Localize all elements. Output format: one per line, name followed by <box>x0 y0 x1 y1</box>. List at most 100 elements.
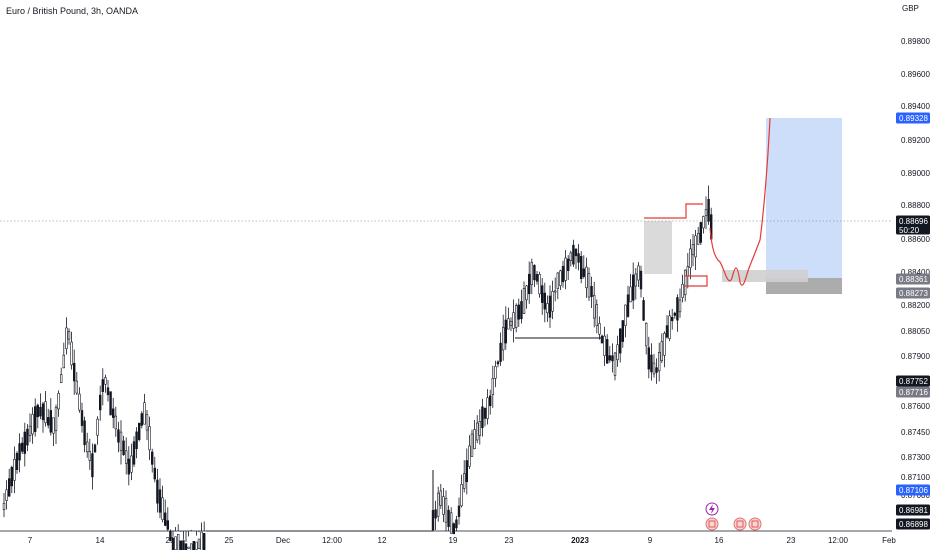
candle-body <box>548 295 552 318</box>
y-tick-label: 0.87100 <box>901 473 930 482</box>
candle-body <box>553 290 557 293</box>
candle-body <box>436 492 440 517</box>
candle-body <box>509 320 513 326</box>
y-tick-label: 0.89200 <box>901 136 930 145</box>
candle-body <box>39 406 42 417</box>
candle-body <box>598 323 601 335</box>
price-tag[interactable] <box>896 112 930 124</box>
candle-body <box>164 512 167 526</box>
price-tag[interactable] <box>896 273 930 285</box>
y-tick-label: 0.88600 <box>901 235 930 244</box>
x-tick-label: Dec <box>276 536 290 545</box>
price-axis[interactable]: 0.89800 0.89600 0.89400 0.89200 0.89000 0.888… <box>901 37 930 500</box>
countdown-label: 50:20 <box>899 226 920 235</box>
candle-body <box>135 431 138 449</box>
candle-body <box>538 274 541 295</box>
y-tick-label: 0.89600 <box>901 70 930 79</box>
candle-body <box>444 498 448 523</box>
calendar-event-icon[interactable] <box>705 517 719 531</box>
y-tick-label: 0.89800 <box>901 37 930 46</box>
x-tick-label: 16 <box>715 536 724 545</box>
candle-body <box>18 443 21 461</box>
price-tag[interactable] <box>896 287 930 299</box>
candle-body <box>41 403 45 421</box>
red-support-bracket[interactable] <box>684 275 708 287</box>
projection-path[interactable] <box>709 117 771 286</box>
y-tick-label: 0.87600 <box>901 402 930 411</box>
candle-body <box>177 533 180 550</box>
y-tick-label: 0.89000 <box>901 169 930 178</box>
candle-body <box>151 451 154 465</box>
candle-body <box>96 418 99 436</box>
candle-body <box>449 512 453 534</box>
candle-body <box>639 270 643 290</box>
candle-body <box>132 441 136 465</box>
candle-body <box>530 262 534 285</box>
price-tag[interactable] <box>896 375 930 387</box>
price-tag-label: 0.86981 <box>899 506 928 515</box>
candle-body <box>559 270 562 287</box>
candle-body <box>452 523 455 535</box>
supply-zone[interactable] <box>644 221 672 274</box>
price-tag-label: 0.88273 <box>899 289 928 298</box>
candle-body <box>491 378 494 395</box>
annotations <box>515 117 771 339</box>
chart-title: Euro / British Pound, 3h, OANDA <box>6 6 138 16</box>
candle-body <box>694 235 697 258</box>
candle-body <box>99 394 102 411</box>
price-tag[interactable] <box>896 215 930 235</box>
candle-body <box>642 300 645 321</box>
candle-body <box>481 406 484 429</box>
candle-body <box>681 283 684 298</box>
candle-body <box>158 489 162 513</box>
target-zone[interactable] <box>766 118 842 278</box>
candle-body <box>184 543 188 550</box>
candle-body <box>670 316 674 322</box>
candle-body <box>683 269 687 296</box>
calendar-event-icon[interactable] <box>748 517 762 531</box>
x-tick-label: 12 <box>378 536 387 545</box>
candle-body <box>169 531 172 542</box>
candle-body <box>517 304 521 320</box>
candle-body <box>678 299 682 313</box>
candle-body <box>166 520 169 530</box>
x-tick-label: 23 <box>787 536 796 545</box>
price-tag[interactable] <box>896 386 930 398</box>
candle-body <box>67 331 71 340</box>
candle-body <box>153 467 156 480</box>
candle-body <box>57 393 60 410</box>
y-tick-label: 0.88050 <box>901 327 930 336</box>
candle-body <box>148 426 151 451</box>
candle-body <box>603 335 606 356</box>
y-tick-label: 0.88800 <box>901 201 930 210</box>
candle-body <box>49 410 53 433</box>
candle-body <box>660 341 664 361</box>
candle-body <box>507 318 510 330</box>
price-tag-label: 0.88361 <box>899 275 928 284</box>
candle-body <box>442 496 445 515</box>
red-resistance-line[interactable] <box>644 203 703 219</box>
price-tag[interactable] <box>896 484 930 496</box>
candle-body <box>174 536 177 550</box>
x-tick-label: Feb <box>882 536 896 545</box>
price-tag[interactable] <box>896 504 930 516</box>
candle-body <box>574 248 578 257</box>
candle-body <box>23 431 26 454</box>
entry-zone[interactable] <box>722 270 808 282</box>
candle-body <box>112 408 115 418</box>
candle-body <box>86 441 89 453</box>
price-tag-label: 0.89328 <box>899 114 928 123</box>
candle-body <box>525 285 528 301</box>
candle-body <box>59 374 63 383</box>
candle-body <box>138 422 141 440</box>
lightning-icon[interactable] <box>705 502 719 516</box>
candle-body <box>611 355 614 362</box>
candle-body <box>488 395 492 407</box>
price-tag[interactable] <box>896 518 930 530</box>
candle-body <box>91 453 94 478</box>
y-tick-label: 0.88400 <box>901 268 930 277</box>
calendar-event-icon[interactable] <box>733 517 747 531</box>
x-tick-label: 2023 <box>571 536 589 545</box>
